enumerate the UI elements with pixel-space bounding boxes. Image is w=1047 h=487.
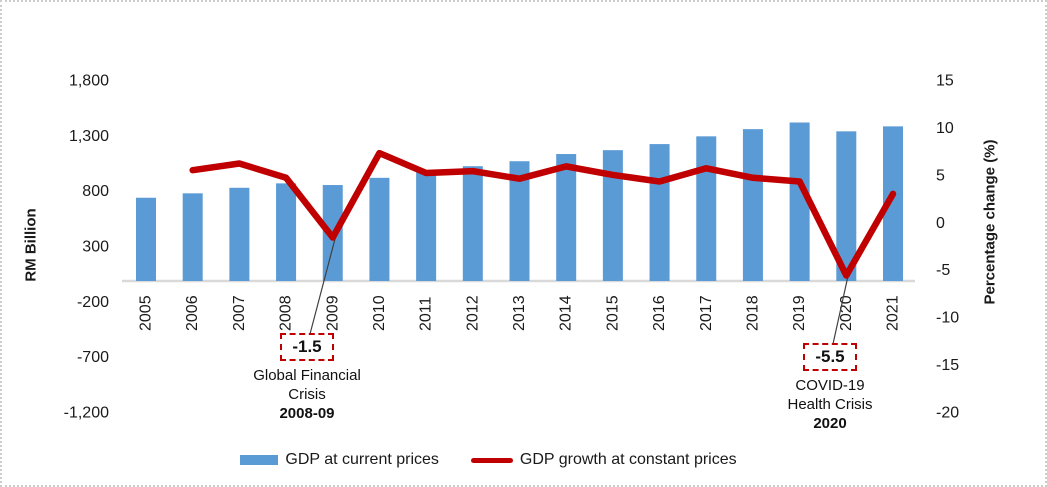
bar-2017 — [696, 136, 717, 281]
annotation-covid-health-crisis: -5.5 COVID-19 Health Crisis 2020 — [735, 343, 925, 433]
annotation-text-gfc-line1: Global Financial — [253, 367, 361, 384]
annotation-value-box-covid: -5.5 — [803, 343, 857, 371]
x-tick-2014: 2014 — [558, 295, 575, 331]
bar-2008 — [276, 183, 297, 281]
x-tick-2021: 2021 — [885, 295, 902, 331]
x-tick-2006: 2006 — [184, 295, 201, 331]
x-tick-2007: 2007 — [231, 295, 248, 331]
annotation-years-gfc: 2008-09 — [279, 405, 335, 422]
annotation-text-covid-line2: Health Crisis — [787, 396, 873, 413]
bar-2016 — [649, 144, 670, 281]
x-tick-2015: 2015 — [604, 295, 621, 331]
right-axis-title: Percentage change (%) — [981, 139, 999, 305]
left-axis-tick-1,300: 1,300 — [69, 128, 109, 145]
right-axis-tick--10: -10 — [936, 310, 959, 327]
annotation-value-gfc: -1.5 — [292, 337, 322, 356]
x-tick-2011: 2011 — [418, 296, 435, 331]
legend-label-gdp-current-prices: GDP at current prices — [285, 451, 439, 468]
annotation-value-covid: -5.5 — [815, 347, 845, 366]
bar-2014 — [556, 154, 577, 281]
bar-2007 — [229, 187, 250, 281]
gdp-growth-line — [189, 149, 897, 279]
left-axis-tick-800: 800 — [82, 183, 109, 200]
legend-bar-swatch-icon — [240, 455, 279, 465]
right-axis-tick-15: 15 — [936, 73, 954, 90]
right-axis-tick--20: -20 — [936, 405, 959, 422]
right-axis-tick-0: 0 — [936, 215, 945, 232]
bar-2005 — [136, 197, 156, 281]
x-tick-2013: 2013 — [511, 295, 528, 331]
annotation-connector-gfc — [309, 238, 336, 335]
left-axis-tick--200: -200 — [77, 294, 109, 311]
right-axis-tick-5: 5 — [936, 167, 945, 184]
annotation-global-financial-crisis: -1.5 Global Financial Crisis 2008-09 — [212, 333, 402, 423]
x-tick-2005: 2005 — [138, 295, 155, 331]
bar-2019 — [789, 122, 810, 281]
chart-legend: GDP at current prices GDP growth at cons… — [2, 451, 975, 469]
bar-2015 — [602, 150, 623, 281]
x-tick-2012: 2012 — [464, 295, 481, 331]
left-axis-title: RM Billion — [22, 208, 40, 282]
annotation-value-box-gfc: -1.5 — [280, 333, 334, 361]
annotation-connector-covid — [832, 275, 849, 345]
x-tick-2010: 2010 — [371, 295, 388, 331]
bar-2010 — [369, 177, 390, 281]
annotation-text-covid-line1: COVID-19 — [795, 377, 865, 394]
bar-2011 — [416, 172, 437, 281]
x-tick-2019: 2019 — [791, 295, 808, 331]
left-axis-tick--700: -700 — [77, 349, 109, 366]
left-axis-tick-300: 300 — [82, 239, 109, 256]
right-axis-tick--5: -5 — [936, 262, 950, 279]
left-axis-tick-1,800: 1,800 — [69, 73, 109, 90]
x-tick-2009: 2009 — [324, 295, 341, 331]
bar-2006 — [182, 193, 203, 281]
x-tick-2016: 2016 — [651, 295, 668, 331]
x-tick-2008: 2008 — [278, 295, 295, 331]
x-tick-2018: 2018 — [744, 295, 761, 331]
x-tick-2017: 2017 — [698, 295, 715, 331]
bar-2020 — [836, 131, 857, 281]
annotation-text-gfc-line2: Crisis — [288, 386, 326, 403]
bar-2021 — [883, 126, 903, 281]
annotation-year-covid: 2020 — [813, 415, 847, 432]
legend-item-gdp-growth: GDP growth at constant prices — [470, 451, 737, 469]
legend-label-gdp-growth: GDP growth at constant prices — [519, 451, 737, 468]
left-axis-tick--1,200: -1,200 — [64, 405, 109, 422]
right-axis-tick--15: -15 — [936, 357, 959, 374]
legend-line-swatch-icon — [470, 457, 513, 463]
legend-item-gdp-current-prices: GDP at current prices — [240, 451, 439, 469]
bar-2012 — [462, 166, 483, 281]
bar-2018 — [742, 129, 763, 281]
bar-2013 — [509, 161, 530, 281]
right-axis-tick-10: 10 — [936, 120, 954, 137]
